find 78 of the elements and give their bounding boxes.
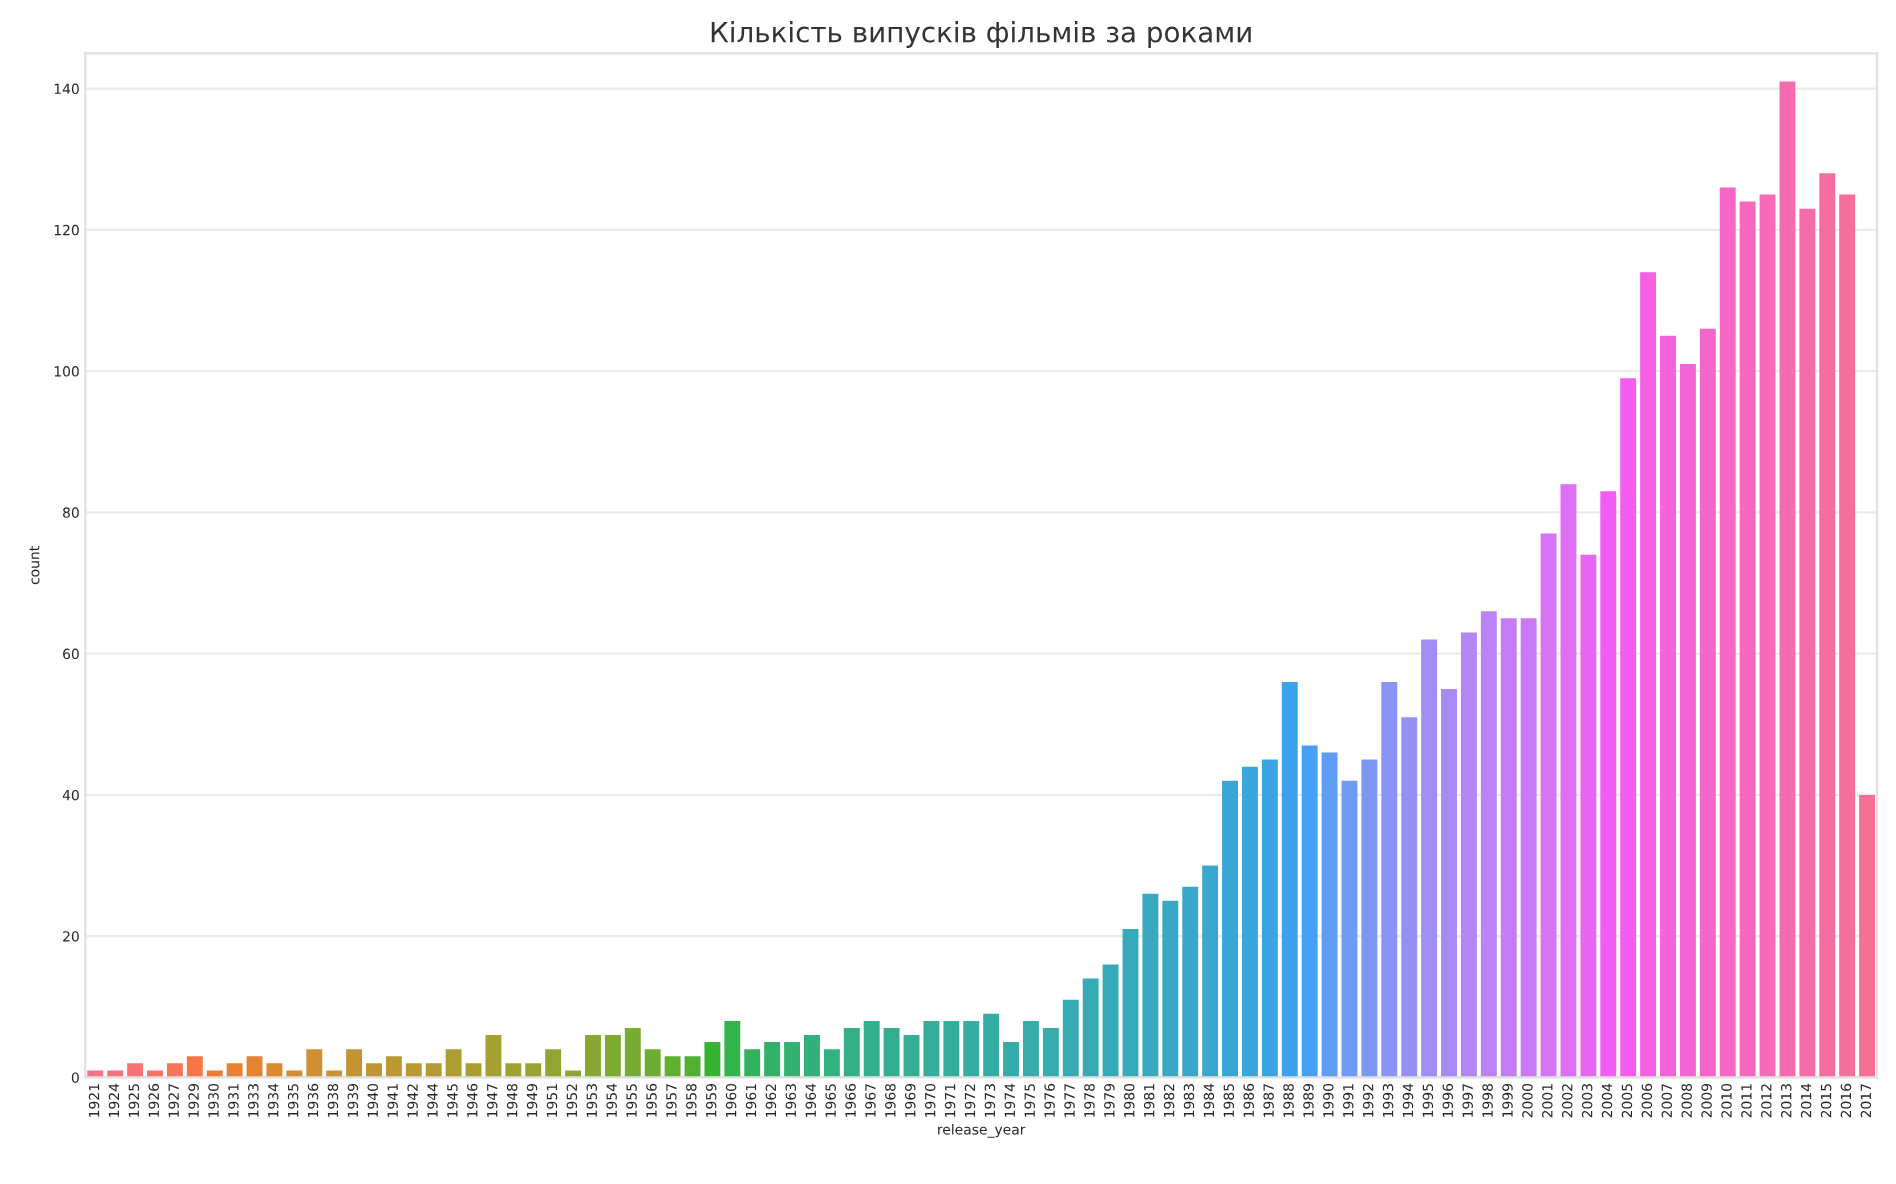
bar [1480,611,1497,1078]
bar [883,1028,900,1078]
bar [1401,717,1418,1078]
bar [1341,780,1358,1078]
bar [385,1056,402,1078]
bar [1321,752,1338,1078]
bar [1441,688,1457,1078]
chart-title: Кількість випусків фільмів за роками [711,21,1251,48]
bar [724,1020,741,1078]
bar [1082,978,1099,1078]
bar [1381,681,1398,1078]
bar [1620,378,1637,1078]
bar [1719,187,1736,1078]
bar [1241,766,1258,1078]
bar [186,1056,203,1078]
bar [983,1013,1000,1078]
bar [664,1056,681,1078]
bar [425,1063,442,1078]
bar [744,1049,761,1078]
bar [1421,639,1438,1078]
bar [804,1035,820,1078]
bar [346,1049,363,1078]
bar [127,1063,144,1078]
bar [1042,1028,1059,1078]
bar [166,1063,183,1078]
bar [1261,759,1278,1078]
bar [226,1063,243,1078]
bar [405,1063,422,1078]
bar [644,1049,661,1078]
bar [545,1049,562,1078]
bar [1281,681,1298,1078]
bar [1142,893,1159,1078]
bar [1500,618,1517,1078]
bar [704,1042,721,1078]
bar [764,1042,781,1078]
bar [1460,632,1477,1078]
bar [1202,865,1219,1078]
bar [505,1063,522,1078]
bar [1679,364,1696,1078]
bar [1799,208,1816,1078]
bar [1222,780,1238,1078]
bar [585,1035,601,1078]
bar [1062,999,1079,1078]
bar [485,1035,502,1078]
bar [843,1028,860,1078]
bar [943,1020,960,1078]
bar [1301,745,1318,1078]
bar [1580,554,1597,1078]
bar [1022,1020,1039,1078]
bar [1660,335,1676,1078]
bar [624,1028,641,1078]
bar [1540,533,1557,1078]
bar [604,1035,621,1078]
bar [525,1063,542,1078]
bar [1640,272,1657,1078]
bar [963,1020,980,1078]
bar [1520,618,1537,1078]
bar [823,1049,840,1078]
bar [784,1042,801,1078]
bar [1162,900,1179,1078]
bar [1699,328,1716,1078]
bar [366,1063,382,1078]
bar [1600,491,1617,1078]
bar [445,1049,462,1078]
bar [1819,173,1836,1078]
bar [1182,886,1199,1078]
bar [903,1035,920,1078]
bar [1361,759,1378,1078]
bar [1560,484,1577,1078]
bar [1859,794,1876,1078]
bar [863,1020,880,1078]
bar [1122,929,1139,1078]
bar [1839,194,1856,1078]
bar [923,1020,940,1078]
bar [306,1049,323,1078]
bar [1003,1042,1020,1078]
bar [1102,964,1119,1078]
bar [1739,201,1756,1078]
